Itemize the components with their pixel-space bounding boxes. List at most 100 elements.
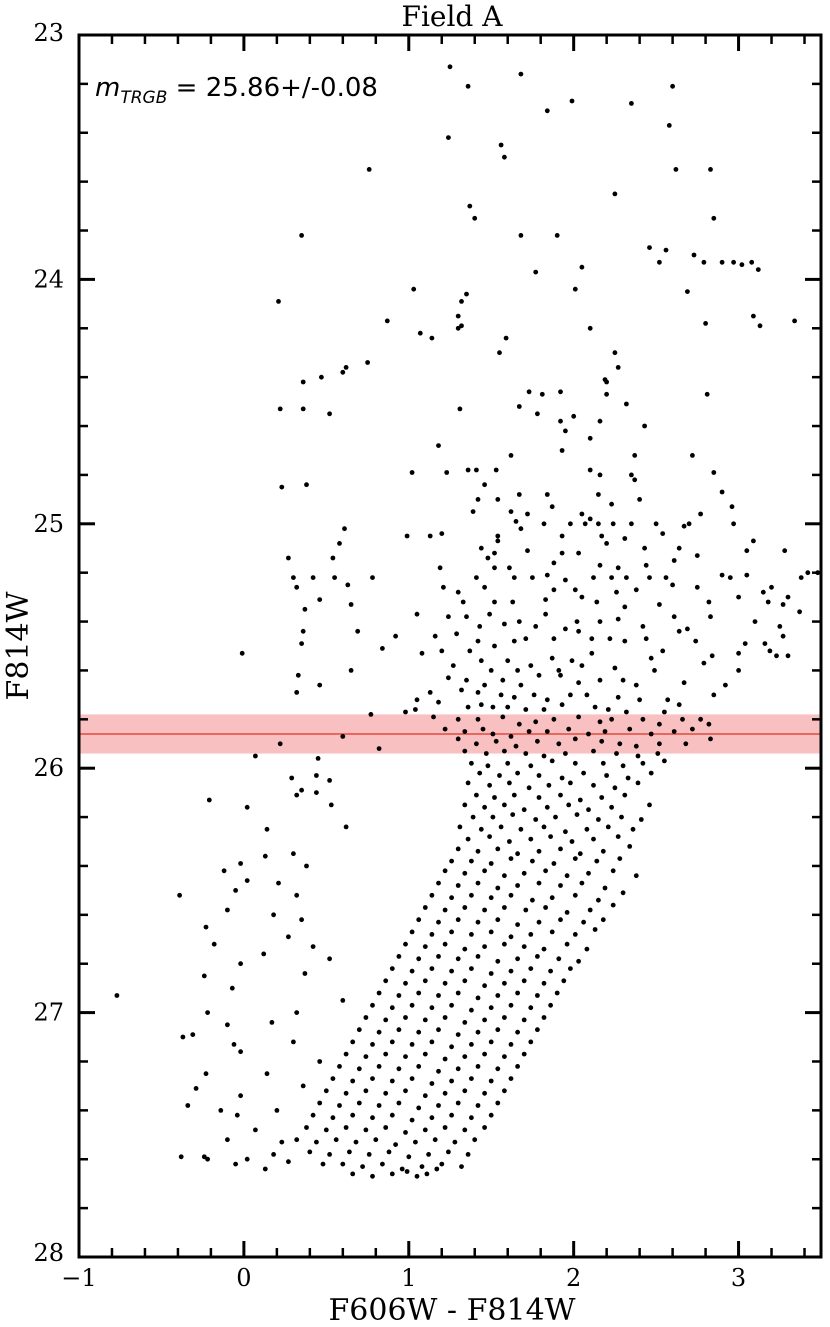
data-point bbox=[449, 858, 454, 864]
data-point bbox=[294, 584, 300, 590]
data-point bbox=[515, 851, 520, 857]
data-point bbox=[727, 575, 733, 580]
data-point bbox=[704, 391, 710, 397]
data-point bbox=[627, 844, 633, 849]
data-point bbox=[244, 878, 250, 883]
data-point bbox=[205, 1156, 211, 1162]
data-point bbox=[482, 1125, 487, 1130]
data-point bbox=[653, 521, 659, 527]
data-point bbox=[276, 880, 281, 886]
data-point bbox=[605, 824, 611, 830]
data-point bbox=[609, 501, 614, 507]
data-point bbox=[744, 572, 750, 578]
data-point bbox=[409, 1117, 415, 1123]
data-point bbox=[409, 1002, 415, 1008]
data-point bbox=[691, 252, 697, 258]
data-point bbox=[319, 374, 324, 380]
data-point bbox=[343, 824, 349, 830]
data-point bbox=[475, 497, 481, 502]
data-point bbox=[569, 98, 575, 104]
data-point bbox=[572, 760, 578, 766]
data-point bbox=[366, 167, 372, 172]
data-point bbox=[785, 653, 791, 659]
data-point bbox=[488, 861, 494, 866]
data-point bbox=[511, 638, 517, 644]
data-point bbox=[299, 641, 304, 646]
data-point bbox=[475, 716, 481, 722]
data-point bbox=[472, 215, 478, 221]
data-point bbox=[521, 870, 527, 876]
data-point bbox=[592, 927, 598, 932]
data-point bbox=[286, 934, 291, 940]
data-point bbox=[706, 721, 712, 727]
data-point bbox=[475, 954, 481, 959]
data-point bbox=[442, 726, 448, 732]
data-point bbox=[543, 611, 548, 617]
data-point bbox=[370, 1173, 375, 1179]
data-point bbox=[262, 853, 268, 859]
data-point bbox=[370, 1002, 375, 1008]
data-point bbox=[751, 313, 756, 319]
data-point bbox=[327, 1152, 332, 1157]
data-point bbox=[365, 360, 370, 365]
data-point bbox=[289, 775, 295, 781]
data-point bbox=[436, 993, 441, 998]
data-point bbox=[396, 1100, 402, 1106]
data-point bbox=[576, 550, 581, 556]
data-point bbox=[409, 968, 415, 974]
data-point bbox=[218, 1108, 224, 1113]
data-point bbox=[488, 1112, 494, 1118]
data-point bbox=[568, 521, 573, 527]
data-point bbox=[422, 978, 428, 984]
data-point bbox=[492, 565, 497, 571]
data-point bbox=[617, 856, 623, 861]
data-point bbox=[536, 672, 542, 678]
data-point bbox=[805, 570, 811, 576]
data-point bbox=[424, 1171, 430, 1177]
data-point bbox=[475, 638, 481, 644]
data-point bbox=[541, 824, 547, 830]
data-point bbox=[396, 1027, 402, 1033]
data-point bbox=[544, 572, 550, 578]
data-point bbox=[620, 890, 626, 896]
data-point bbox=[612, 665, 618, 671]
data-point bbox=[558, 672, 563, 678]
data-point bbox=[563, 577, 568, 583]
data-point bbox=[475, 1064, 481, 1069]
data-point bbox=[404, 533, 410, 539]
data-point bbox=[508, 892, 514, 898]
data-point bbox=[417, 330, 423, 336]
data-point bbox=[559, 775, 565, 781]
data-point bbox=[643, 562, 649, 568]
data-point bbox=[630, 826, 636, 832]
data-point bbox=[502, 905, 507, 910]
data-point bbox=[333, 1137, 339, 1143]
data-point bbox=[416, 917, 422, 923]
data-point bbox=[543, 597, 548, 602]
data-point bbox=[535, 738, 540, 744]
data-point bbox=[253, 1127, 258, 1133]
data-point bbox=[477, 624, 483, 629]
data-point bbox=[483, 751, 489, 756]
data-point bbox=[462, 946, 468, 952]
data-point bbox=[614, 751, 619, 756]
data-point bbox=[676, 702, 682, 708]
data-point bbox=[744, 548, 750, 554]
data-point bbox=[615, 565, 621, 571]
data-point bbox=[627, 726, 633, 732]
data-point bbox=[559, 702, 565, 708]
data-point bbox=[607, 636, 613, 642]
data-point bbox=[612, 191, 618, 197]
data-point bbox=[470, 814, 476, 820]
data-point bbox=[300, 1083, 306, 1089]
data-point bbox=[594, 858, 600, 864]
x-tick-label: −1 bbox=[61, 1264, 96, 1292]
data-point bbox=[739, 262, 745, 268]
data-point bbox=[376, 1103, 382, 1108]
data-point bbox=[465, 83, 471, 89]
data-point bbox=[206, 797, 212, 803]
data-point bbox=[657, 721, 662, 727]
data-point bbox=[551, 560, 557, 566]
data-point bbox=[411, 286, 417, 292]
data-point bbox=[558, 846, 563, 852]
